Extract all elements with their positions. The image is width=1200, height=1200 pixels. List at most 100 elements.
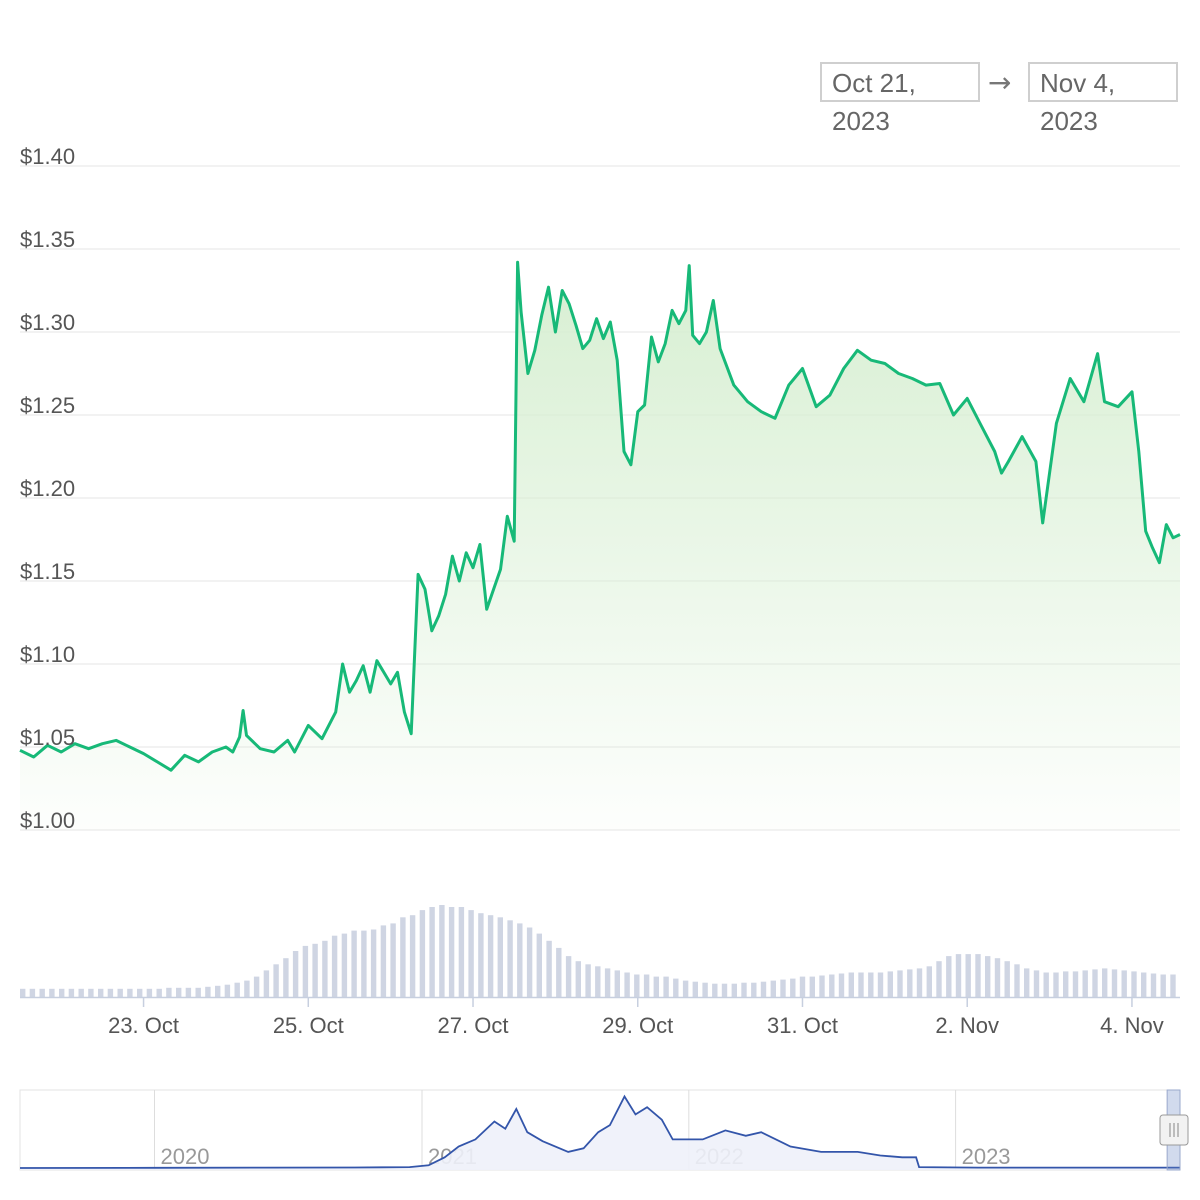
x-tick-label: 29. Oct [602, 1013, 673, 1038]
volume-bar [263, 970, 270, 997]
volume-bar [283, 958, 289, 997]
volume-bar [312, 943, 318, 997]
volume-bar [994, 958, 1001, 997]
volume-bar [838, 973, 845, 997]
volume-bar [1160, 974, 1166, 997]
navigator-line [19, 1094, 1180, 1169]
volume-bar [107, 988, 114, 997]
volume-bar [88, 988, 94, 997]
volume-bar [390, 923, 396, 997]
volume-bar [829, 974, 835, 997]
volume-bar [634, 974, 640, 997]
volume-bar [1141, 972, 1147, 997]
volume-bar [721, 983, 728, 997]
volume-bar [117, 988, 123, 997]
volume-bar [224, 984, 231, 997]
volume-bar [234, 982, 240, 997]
volume-bar [556, 947, 562, 997]
y-tick-label: $1.25 [20, 393, 75, 418]
volume-bar [1121, 970, 1127, 997]
volume-bar [361, 930, 367, 997]
volume-bar [253, 976, 260, 997]
volume-bar [1043, 972, 1049, 997]
volume-bar [127, 988, 133, 997]
volume-bar [458, 907, 465, 997]
navigator[interactable]: 2020202120222023 [19, 1089, 1189, 1171]
y-tick-label: $1.00 [20, 808, 75, 833]
x-tick-label: 31. Oct [767, 1013, 838, 1038]
volume-bar [741, 982, 747, 997]
volume-bar [195, 987, 201, 997]
range-arrow-icon: → [988, 66, 1012, 99]
volume-bar [565, 956, 572, 997]
volume-bar [78, 988, 84, 997]
volume-bar [643, 974, 650, 997]
volume-bar [858, 972, 864, 997]
volume-bar [1053, 972, 1059, 997]
range-to-input[interactable]: Nov 4, 2023 [1028, 62, 1178, 136]
volume-bar [98, 988, 104, 997]
volume-bar [907, 969, 913, 997]
volume-bar [536, 933, 542, 997]
volume-bar [302, 945, 309, 997]
volume-bar [176, 987, 182, 997]
volume-bar [1014, 964, 1020, 997]
volume-bar [809, 976, 815, 997]
y-tick-label: $1.20 [20, 476, 75, 501]
price-line [19, 260, 1181, 772]
volume-bar [1131, 971, 1137, 997]
volume-bar [604, 968, 611, 997]
volume-bar [790, 978, 796, 997]
volume-bar [682, 980, 689, 997]
volume-bar [546, 940, 552, 997]
volume-bar [1102, 968, 1108, 997]
y-tick-label: $1.30 [20, 310, 75, 335]
volume-bar [39, 988, 45, 997]
volume-bar [585, 964, 591, 997]
volume-bar [916, 968, 923, 997]
volume-bar [29, 988, 36, 997]
volume-bar [507, 920, 513, 997]
volume-bar [205, 986, 211, 997]
volume-bar [1063, 971, 1069, 997]
volume-bar [975, 954, 981, 997]
volume-bar [1033, 970, 1040, 997]
volume-bar [215, 985, 221, 997]
volume-bar [380, 925, 387, 997]
range-from-input[interactable]: Oct 21, 2023 [820, 62, 980, 136]
volume-bar [487, 915, 494, 997]
x-tick-label: 2. Nov [935, 1013, 999, 1038]
volume-bar [341, 933, 348, 997]
volume-bar [526, 927, 533, 997]
volume-bar [331, 935, 338, 997]
volume-bar [712, 983, 718, 997]
volume-bars [20, 905, 1176, 997]
volume-bar [1072, 971, 1079, 997]
volume-bar [448, 907, 455, 997]
volume-bar [936, 961, 942, 997]
y-axis-labels: $1.00 $1.05 $1.10 $1.15 $1.20 $1.25 $1.30 $1.35… [20, 144, 75, 833]
volume-bar [468, 910, 474, 997]
volume-bar [926, 966, 932, 997]
y-tick-label: $1.35 [20, 227, 75, 252]
volume-bar [146, 988, 153, 997]
volume-bar [692, 981, 698, 997]
volume-bar [965, 954, 971, 997]
volume-bar [400, 917, 406, 997]
volume-bar [614, 970, 620, 997]
volume-bar [848, 972, 854, 997]
volume-bar [1092, 969, 1098, 997]
x-tick-label: 27. Oct [438, 1013, 509, 1038]
volume-bar [624, 972, 630, 997]
volume-bar [663, 976, 669, 997]
y-tick-label: $1.05 [20, 725, 75, 750]
navigator-tick-label: 2023 [962, 1144, 1011, 1169]
volume-bar [49, 988, 55, 997]
volume-bar [20, 988, 26, 997]
volume-bar [68, 988, 75, 997]
volume-bar [799, 976, 806, 997]
volume-bar [185, 987, 192, 997]
volume-bar [137, 988, 143, 997]
volume-bar [351, 930, 357, 997]
